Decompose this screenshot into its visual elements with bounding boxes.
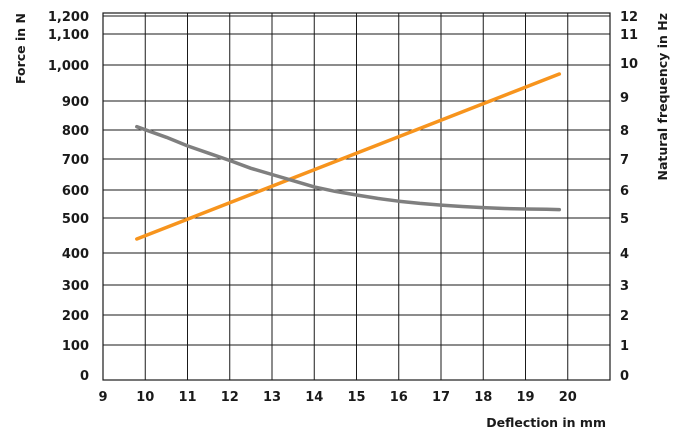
- y-left-tick-label: 1,200: [48, 10, 89, 25]
- plot-frame: [102, 12, 611, 381]
- y-left-tick-label: 600: [62, 184, 89, 199]
- y-left-tick-label: 0: [80, 369, 89, 384]
- y-left-tick-label: 1,100: [48, 28, 89, 43]
- x-tick-label: 9: [98, 390, 107, 405]
- y-right-tick-label: 3: [620, 279, 629, 294]
- x-tick-label: 11: [178, 390, 196, 405]
- x-tick-label: 15: [347, 390, 365, 405]
- y-left-tick-label: 800: [62, 124, 89, 139]
- y-left-axis-title: Force in N: [13, 13, 28, 84]
- y-right-tick-label: 11: [620, 28, 638, 43]
- y-right-tick-label: 7: [620, 153, 629, 168]
- y-left-tick-label: 900: [62, 95, 89, 110]
- y-right-tick-label: 10: [620, 57, 638, 72]
- x-tick-label: 16: [390, 390, 408, 405]
- y-right-tick-label: 6: [620, 184, 629, 199]
- x-tick-label: 12: [221, 390, 239, 405]
- frequency-series-line: [135, 124, 562, 212]
- y-left-tick-label: 500: [62, 212, 89, 227]
- y-left-tick-label: 300: [62, 279, 89, 294]
- grid-lines: [103, 13, 610, 380]
- x-tick-label: 13: [263, 390, 281, 405]
- tick-labels: 9 10 11 12 13 14 15 16 17 18 19 2001002003004005006…: [48, 10, 638, 405]
- y-left-tick-label: 200: [62, 309, 89, 324]
- y-left-tick-label: 400: [62, 247, 89, 262]
- y-right-tick-label: 12: [620, 10, 638, 25]
- force-series-line: [135, 72, 562, 241]
- y-right-tick-label: 1: [620, 339, 629, 354]
- y-right-tick-label: 9: [620, 91, 629, 106]
- y-left-tick-label: 1,000: [48, 59, 89, 74]
- y-right-tick-label: 4: [620, 247, 629, 262]
- y-left-tick-label: 700: [62, 153, 89, 168]
- x-tick-label: 20: [559, 390, 577, 405]
- x-tick-label: 18: [474, 390, 492, 405]
- y-right-tick-label: 0: [620, 369, 629, 384]
- x-tick-label: 14: [305, 390, 323, 405]
- y-left-tick-label: 100: [62, 339, 89, 354]
- y-right-tick-label: 5: [620, 212, 629, 227]
- y-right-tick-label: 2: [620, 309, 629, 324]
- x-tick-label: 17: [432, 390, 450, 405]
- x-tick-label: 10: [136, 390, 154, 405]
- y-right-tick-label: 8: [620, 124, 629, 139]
- series-layer: [135, 72, 562, 241]
- x-tick-label: 19: [516, 390, 534, 405]
- x-axis-title: Deflection in mm: [486, 415, 606, 430]
- y-right-axis-title: Natural frequency in Hz: [655, 13, 670, 181]
